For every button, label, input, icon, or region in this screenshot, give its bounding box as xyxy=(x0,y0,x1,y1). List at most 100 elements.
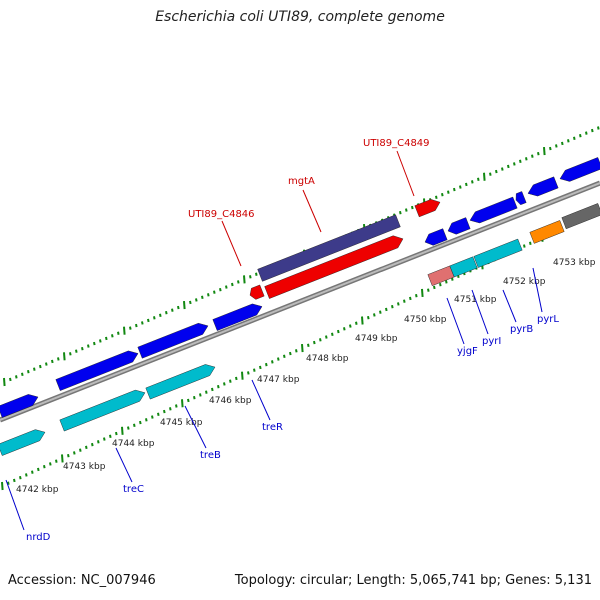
label-leader-line xyxy=(302,189,322,233)
tick-mark xyxy=(355,321,358,325)
tick-mark xyxy=(237,280,240,284)
kbp-label: 4742 kbp xyxy=(16,485,59,495)
gene-label-UTI89_C4849: UTI89_C4849 xyxy=(363,138,430,149)
kbp-label: 4750 kbp xyxy=(404,315,447,325)
tick-mark xyxy=(135,323,138,328)
tick-mark xyxy=(427,288,430,292)
gene-nrdD-forward xyxy=(0,394,39,418)
tick-mark xyxy=(319,338,322,342)
gene-forward-1 xyxy=(55,350,139,391)
tick-mark xyxy=(349,324,352,328)
gene-label-yjgF: yjgF xyxy=(457,346,478,357)
gene-label-pyrI: pyrI xyxy=(482,336,501,347)
tick-mark xyxy=(13,478,16,483)
kbp-label: 4743 kbp xyxy=(63,462,106,472)
tick-mark xyxy=(181,399,184,408)
tick-mark xyxy=(93,341,96,346)
tick-mark xyxy=(591,128,594,133)
tick-mark xyxy=(205,390,208,394)
tick-mark xyxy=(385,307,388,312)
tick-mark xyxy=(325,335,328,339)
tick-mark xyxy=(133,423,136,428)
tick-mark xyxy=(91,442,94,447)
tick-mark xyxy=(337,329,340,334)
tick-mark xyxy=(31,470,34,474)
label-leader-line xyxy=(396,150,415,197)
tick-mark xyxy=(195,298,198,302)
tick-mark xyxy=(447,190,450,194)
tick-mark xyxy=(33,367,36,371)
tick-mark xyxy=(361,316,364,325)
tick-mark xyxy=(453,187,456,192)
tick-mark xyxy=(63,352,66,361)
tick-mark xyxy=(421,288,424,297)
tick-mark xyxy=(507,164,510,169)
kbp-label: 4744 kbp xyxy=(112,439,155,449)
gene-treB xyxy=(145,364,216,400)
tick-mark xyxy=(211,387,214,392)
tick-mark xyxy=(397,302,400,306)
gene-reverse-3 xyxy=(473,238,523,268)
tick-mark xyxy=(7,481,10,485)
tick-mark xyxy=(343,327,346,331)
tick-mark xyxy=(175,404,178,408)
tick-mark xyxy=(561,141,564,146)
label-leader-line xyxy=(221,220,242,267)
tick-mark xyxy=(367,316,370,320)
tick-mark xyxy=(37,467,40,472)
gene-label-UTI89_C4846: UTI89_C4846 xyxy=(188,209,255,220)
tick-mark xyxy=(103,437,106,441)
tick-mark xyxy=(549,146,552,151)
tick-mark xyxy=(15,375,18,379)
tick-mark xyxy=(45,362,48,366)
gene-orange xyxy=(529,220,565,244)
tick-mark xyxy=(225,285,228,289)
tick-mark xyxy=(537,151,540,156)
tick-mark xyxy=(19,476,22,480)
label-leader-line xyxy=(532,267,543,313)
tick-mark xyxy=(177,305,180,310)
label-leader-line xyxy=(5,479,25,531)
tick-mark xyxy=(265,362,268,367)
gene-forward-5 xyxy=(559,157,600,182)
gene-pyrB xyxy=(469,196,518,224)
tick-mark xyxy=(459,185,462,189)
tick-mark xyxy=(295,349,298,353)
tick-mark xyxy=(501,167,504,171)
tick-mark xyxy=(57,357,60,361)
label-leader-line xyxy=(184,405,207,449)
tick-mark xyxy=(69,352,72,356)
tick-mark xyxy=(555,144,558,148)
tick-mark xyxy=(241,371,244,380)
tick-mark xyxy=(235,376,238,381)
label-leader-line xyxy=(502,289,517,323)
tick-mark xyxy=(79,448,82,452)
tick-mark xyxy=(67,453,70,458)
tick-mark xyxy=(129,326,132,330)
tick-mark xyxy=(597,126,600,130)
gene-label-nrdD: nrdD xyxy=(26,532,51,543)
gene-label-pyrL: pyrL xyxy=(537,314,559,325)
tick-mark xyxy=(409,296,412,301)
kbp-label: 4745 kbp xyxy=(160,418,203,428)
tick-mark xyxy=(159,313,162,317)
tick-mark xyxy=(201,295,204,300)
tick-mark xyxy=(403,299,406,303)
tick-mark xyxy=(97,440,100,444)
gene-mgtA xyxy=(264,235,404,299)
kbp-label: 4752 kbp xyxy=(503,277,546,287)
tick-mark xyxy=(411,205,414,210)
tick-mark xyxy=(213,290,216,294)
tick-mark xyxy=(307,343,310,348)
tick-mark xyxy=(25,473,28,477)
tick-mark xyxy=(49,462,52,466)
tick-mark xyxy=(183,300,186,310)
tick-mark xyxy=(259,365,262,370)
tick-mark xyxy=(289,351,292,356)
tick-mark xyxy=(85,445,88,450)
tick-mark xyxy=(435,195,438,199)
tick-mark xyxy=(543,147,546,156)
tick-mark xyxy=(391,305,394,309)
gene-pyrL xyxy=(515,191,527,206)
